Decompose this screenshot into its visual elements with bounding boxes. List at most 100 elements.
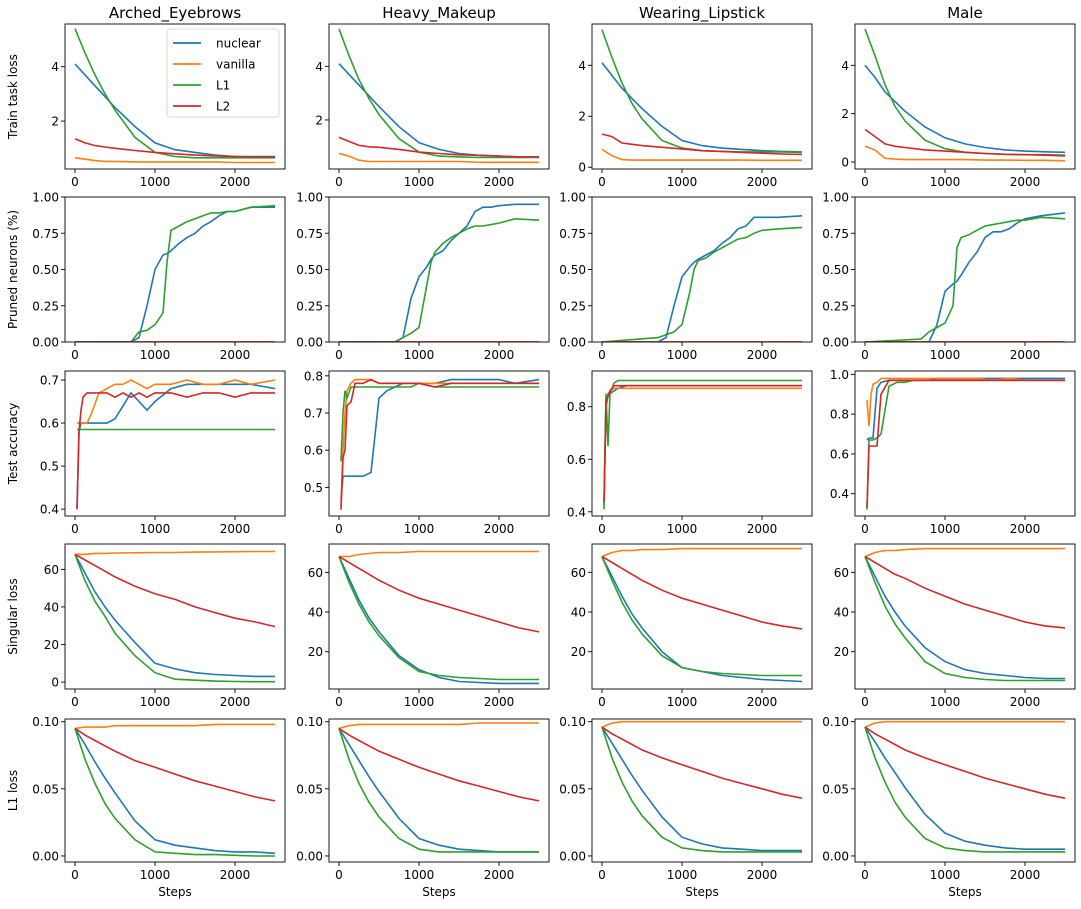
- series-line-L1: [74, 554, 275, 683]
- series-line-nuclear: [338, 727, 539, 853]
- y-tick-label: 0.75: [822, 227, 849, 241]
- y-tick-label: 0.6: [830, 447, 849, 461]
- x-tick-label: 0: [861, 348, 869, 362]
- legend-label-vanilla: vanilla: [216, 58, 255, 72]
- x-tick-label: 1000: [667, 695, 698, 709]
- y-tick-label: 0.50: [559, 263, 586, 277]
- x-tick-label: 0: [335, 695, 343, 709]
- x-tick-label: 1000: [404, 868, 435, 882]
- series-line-L2: [76, 391, 275, 510]
- axes-frame: [591, 370, 813, 517]
- series-line-nuclear: [74, 727, 276, 855]
- subplot-2-0: 0 1000 2000 0.4 0.5 0.6 0.7 Test accuracy: [6, 370, 286, 536]
- x-tick-label: 1000: [404, 522, 435, 536]
- axes-frame: [591, 196, 813, 343]
- axes-frame: [854, 543, 1076, 690]
- x-tick-label: 0: [71, 522, 79, 536]
- subplot-0-3: 0 1000 2000 0 2 4 Male: [841, 4, 1076, 189]
- x-tick-label: 0: [335, 868, 343, 882]
- series-line-nuclear: [865, 212, 1066, 342]
- series-line-L1: [340, 382, 539, 462]
- y-tick-label: 0: [578, 161, 586, 175]
- x-tick-label: 0: [861, 695, 869, 709]
- y-tick-label: 0.4: [567, 505, 586, 519]
- x-tick-label: 1000: [667, 175, 698, 189]
- series-line-vanilla: [864, 720, 1065, 728]
- x-tick-label: 1000: [404, 695, 435, 709]
- x-tick-label: 1000: [140, 348, 171, 362]
- series-line-L1: [339, 217, 540, 342]
- x-tick-label: 0: [71, 695, 79, 709]
- x-axis-label: Steps: [948, 885, 982, 899]
- y-tick-label: 60: [834, 566, 849, 580]
- series-line-L1: [338, 728, 539, 853]
- x-tick-label: 2000: [747, 868, 778, 882]
- legend-label-nuclear: nuclear: [216, 37, 261, 51]
- series-line-vanilla: [338, 152, 539, 164]
- y-tick-label: 40: [834, 606, 849, 620]
- y-axis-label: Singular loss: [6, 578, 20, 654]
- subplot-4-1: 0 1000 2000 0.00 0.05 0.10 Steps: [296, 715, 550, 899]
- x-tick-label: 1000: [930, 175, 961, 189]
- axes-frame: [64, 370, 286, 517]
- x-tick-label: 0: [598, 348, 606, 362]
- x-tick-label: 2000: [220, 522, 251, 536]
- legend-label-L2: L2: [216, 100, 230, 114]
- x-tick-label: 0: [598, 695, 606, 709]
- x-tick-label: 1000: [667, 522, 698, 536]
- y-tick-label: 1.00: [32, 191, 59, 205]
- series-line-vanilla: [74, 157, 275, 164]
- x-tick-label: 1000: [667, 348, 698, 362]
- y-tick-label: 4: [841, 59, 849, 73]
- x-tick-label: 0: [335, 175, 343, 189]
- y-tick-label: 1.0: [830, 368, 849, 382]
- x-tick-label: 2000: [484, 522, 515, 536]
- subplot-1-0: 0 1000 2000 0.00 0.25 0.50 0.75 1.00 Pruned neur…: [6, 191, 286, 362]
- series-line-L1: [864, 216, 1066, 342]
- y-tick-label: 60: [571, 566, 586, 580]
- x-tick-label: 0: [71, 175, 79, 189]
- series-line-vanilla: [75, 550, 275, 556]
- series-line-L2: [603, 384, 802, 502]
- y-tick-label: 0.05: [559, 782, 586, 796]
- x-axis-label: Steps: [422, 885, 456, 899]
- axes-frame: [591, 718, 813, 863]
- x-tick-label: 1000: [140, 175, 171, 189]
- series-line-L2: [601, 555, 803, 630]
- series-line-L1: [864, 726, 1065, 853]
- y-tick-label: 4: [578, 59, 586, 73]
- x-tick-label: 0: [861, 868, 869, 882]
- x-tick-label: 0: [598, 175, 606, 189]
- subplot-3-3: 0 1000 2000 20 40 60: [834, 543, 1076, 709]
- subplot-0-0: 0 1000 2000 2 4 Arched_Eyebrows Train task los…: [6, 4, 286, 189]
- subplot-1-1: 0 1000 2000 0.00 0.25 0.50 0.75 1.00: [296, 191, 550, 362]
- x-tick-label: 1000: [404, 348, 435, 362]
- y-tick-label: 2: [841, 107, 849, 121]
- x-tick-label: 1000: [140, 522, 171, 536]
- legend-label-L1: L1: [216, 79, 230, 93]
- x-tick-label: 0: [71, 868, 79, 882]
- y-tick-label: 0.25: [32, 299, 59, 313]
- x-tick-label: 0: [598, 522, 606, 536]
- x-axis-label: Steps: [685, 885, 719, 899]
- y-tick-label: 0.75: [32, 227, 59, 241]
- y-tick-label: 0.6: [40, 417, 59, 431]
- y-tick-label: 4: [315, 60, 323, 74]
- series-line-vanilla: [601, 720, 802, 728]
- x-tick-label: 1000: [140, 695, 171, 709]
- x-tick-label: 1000: [140, 868, 171, 882]
- series-line-L2: [866, 379, 1065, 508]
- axes-frame: [328, 543, 550, 690]
- y-tick-label: 0.00: [822, 849, 849, 863]
- y-tick-label: 60: [308, 566, 323, 580]
- y-tick-label: 0.8: [830, 408, 849, 422]
- x-tick-label: 0: [861, 522, 869, 536]
- y-tick-label: 1.00: [559, 191, 586, 205]
- x-tick-label: 0: [861, 175, 869, 189]
- x-tick-label: 0: [71, 348, 79, 362]
- series-line-vanilla: [77, 379, 276, 424]
- series-line-L2: [338, 555, 540, 633]
- y-tick-label: 0.8: [304, 369, 323, 383]
- y-tick-label: 0.00: [559, 336, 586, 350]
